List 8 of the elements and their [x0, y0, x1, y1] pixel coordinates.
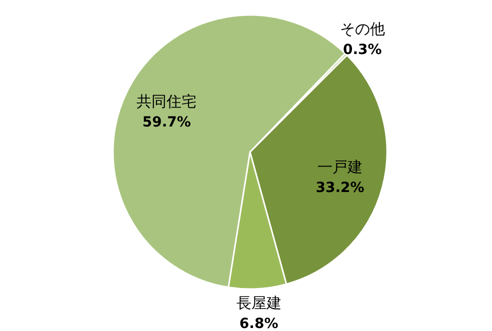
data-label: 0.3%: [343, 42, 382, 58]
slice-label: 一戸建: [318, 158, 363, 176]
slice-label: 共同住宅: [136, 92, 197, 110]
data-label: 6.8%: [239, 316, 278, 331]
slice-label: 長屋建: [236, 294, 282, 312]
data-label: 59.7%: [142, 114, 191, 130]
slice-label: その他: [340, 20, 385, 38]
data-label: 33.2%: [316, 180, 364, 196]
